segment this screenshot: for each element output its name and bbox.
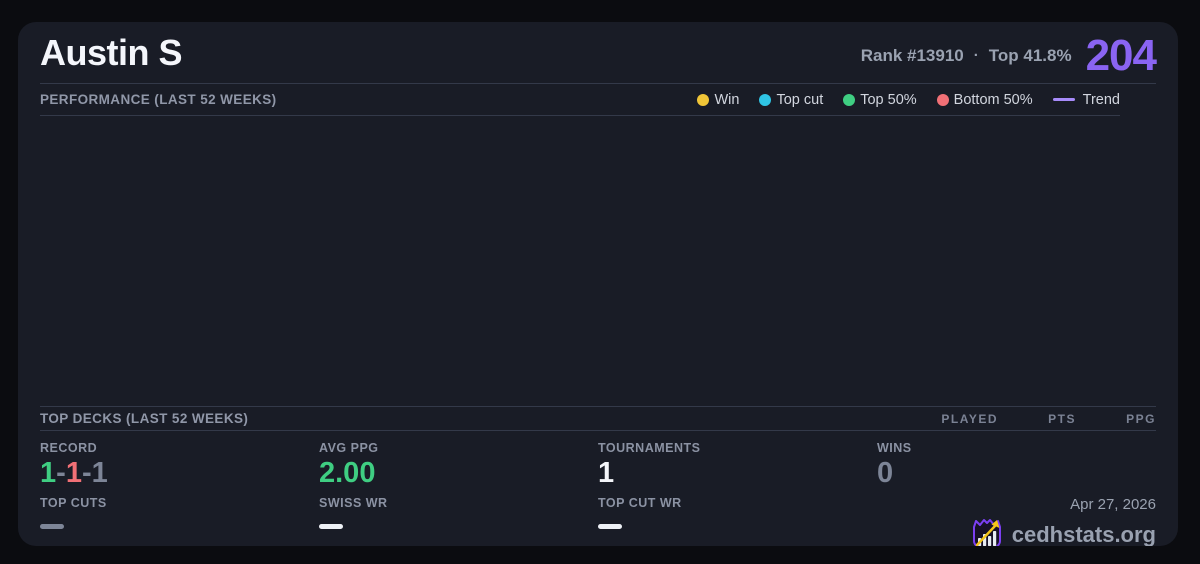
tournaments-value: 1 bbox=[598, 457, 615, 489]
stats-grid: RECORD 1-1-1 AVG PPG 2.00 TOURNAMENTS 1 … bbox=[40, 431, 1156, 546]
stat-record: RECORD 1-1-1 bbox=[40, 441, 319, 496]
rank-separator: · bbox=[973, 47, 979, 64]
wins-value: 0 bbox=[877, 457, 894, 489]
record-losses: 1 bbox=[65, 457, 82, 489]
record-value: 1-1-1 bbox=[40, 457, 319, 490]
brand-row: cedhstats.org bbox=[877, 517, 1156, 546]
top-cut-dot-icon bbox=[759, 93, 772, 106]
stat-top-cut-wr: TOP CUT WR — bbox=[598, 496, 877, 546]
top-decks-heading: TOP DECKS (LAST 52 WEEKS) bbox=[40, 411, 249, 426]
player-name: Austin S bbox=[40, 31, 183, 73]
legend-item-trend: Trend bbox=[1052, 91, 1120, 108]
record-draws: 1 bbox=[91, 457, 108, 489]
legend-label: Win bbox=[714, 91, 740, 108]
column-pts: PTS bbox=[1048, 411, 1076, 426]
stat-wins: WINS 0 bbox=[877, 441, 1156, 496]
performance-chart-area bbox=[40, 116, 1156, 407]
no-data-dash: — bbox=[40, 523, 64, 529]
top-50-dot-icon bbox=[843, 93, 856, 106]
performance-header-row: PERFORMANCE (LAST 52 WEEKS) Win Top cut … bbox=[40, 84, 1120, 116]
legend-label: Trend bbox=[1082, 91, 1120, 108]
card-header: Austin S Rank #13910 · Top 41.8% 204 bbox=[40, 22, 1157, 84]
column-ppg: PPG bbox=[1126, 411, 1156, 426]
no-data-dash: — bbox=[319, 523, 343, 529]
record-separator: - bbox=[56, 457, 66, 489]
bottom-50-dot-icon bbox=[936, 93, 949, 106]
legend-item-top-50: Top 50% bbox=[843, 91, 917, 108]
record-wins: 1 bbox=[40, 457, 57, 489]
brand-name: cedhstats.org bbox=[1011, 521, 1156, 546]
stat-label: RECORD bbox=[40, 441, 98, 455]
rank-percentile: Top 41.8% bbox=[988, 45, 1072, 65]
stat-swiss-wr: SWISS WR — bbox=[319, 496, 598, 546]
stat-label: WINS bbox=[877, 441, 912, 455]
win-dot-icon bbox=[697, 93, 710, 106]
chart-legend: Win Top cut Top 50% Bottom 50% Trend bbox=[697, 92, 1120, 108]
footer-block: Apr 27, 2026 cedhstats.org bbox=[877, 496, 1156, 546]
record-separator: - bbox=[81, 457, 92, 489]
legend-item-bottom-50: Bottom 50% bbox=[936, 91, 1033, 108]
legend-label: Bottom 50% bbox=[953, 91, 1033, 108]
stat-label: TOURNAMENTS bbox=[598, 441, 701, 455]
no-data-dash: — bbox=[598, 523, 622, 529]
avg-ppg-value: 2.00 bbox=[319, 457, 376, 489]
legend-label: Top cut bbox=[776, 91, 824, 108]
rank-text: Rank #13910 · Top 41.8% bbox=[861, 46, 1072, 66]
legend-item-top-cut: Top cut bbox=[759, 92, 823, 108]
player-score: 204 bbox=[1085, 30, 1157, 80]
stat-avg-ppg: AVG PPG 2.00 bbox=[319, 441, 598, 496]
performance-heading: PERFORMANCE (LAST 52 WEEKS) bbox=[40, 92, 277, 107]
top-decks-header-row: TOP DECKS (LAST 52 WEEKS) PLAYED PTS PPG bbox=[40, 407, 1156, 431]
rank-number: Rank #13910 bbox=[860, 45, 964, 65]
trend-line-icon bbox=[1052, 98, 1075, 101]
stat-label: AVG PPG bbox=[319, 441, 379, 455]
stat-label: TOP CUT WR bbox=[598, 495, 682, 510]
player-stats-card: Austin S Rank #13910 · Top 41.8% 204 PER… bbox=[18, 22, 1178, 546]
stat-label: TOP CUTS bbox=[40, 495, 107, 510]
top-decks-columns: PLAYED PTS PPG bbox=[898, 412, 1156, 426]
report-date: Apr 27, 2026 bbox=[1070, 495, 1156, 513]
stat-label: SWISS WR bbox=[319, 495, 388, 510]
column-played: PLAYED bbox=[941, 411, 998, 426]
legend-item-win: Win bbox=[697, 92, 739, 108]
stat-tournaments: TOURNAMENTS 1 bbox=[598, 441, 877, 496]
stat-top-cuts: TOP CUTS — bbox=[40, 496, 319, 546]
cedhstats-logo-icon bbox=[972, 518, 1001, 546]
legend-label: Top 50% bbox=[860, 91, 917, 108]
rank-group: Rank #13910 · Top 41.8% 204 bbox=[861, 30, 1157, 80]
